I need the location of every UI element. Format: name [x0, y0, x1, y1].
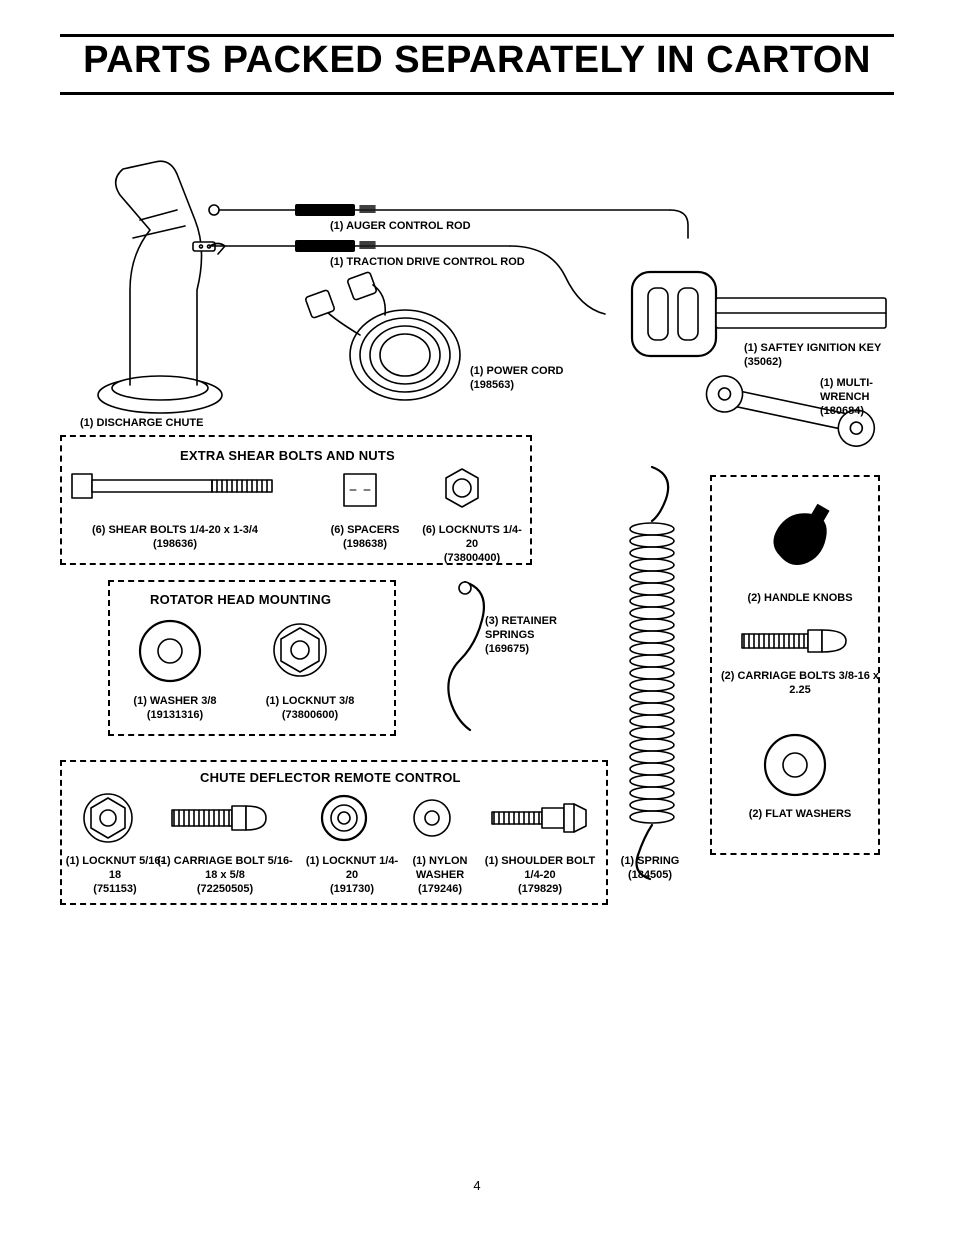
- handle-knob-icon: [760, 500, 840, 580]
- washer38-icon: [135, 616, 205, 686]
- ignition-key-label: (1) SAFTEY IGNITION KEY (35062): [744, 342, 914, 370]
- page-title: PARTS PACKED SEPARATELY IN CARTON: [60, 39, 894, 90]
- locknut516-label: (1) LOCKNUT 5/16-18 (751153): [65, 855, 165, 896]
- carriage38-icon: [740, 622, 850, 660]
- nylon-washer-label: (1) NYLON WASHER (179246): [390, 855, 490, 896]
- spring-icon: [622, 465, 682, 885]
- locknut14b-icon: [318, 792, 370, 844]
- locknut38-label: (1) LOCKNUT 3/8 (73800600): [250, 695, 370, 723]
- spacer-icon: [340, 470, 380, 510]
- spacer-label: (6) SPACERS (198638): [315, 524, 415, 552]
- power-cord-icon: [305, 275, 475, 415]
- carriage516-label: (1) CARRIAGE BOLT 5/16-18 x 5/8 (7225050…: [155, 855, 295, 896]
- multi-wrench-label: (1) MULTI-WRENCH (180684): [820, 377, 910, 418]
- spring-label: (1) SPRING (184505): [600, 855, 700, 883]
- shear-bolt-icon: [72, 468, 282, 508]
- parts-canvas: (1) DISCHARGE CHUTE (1) AUGER CONTROL RO…: [60, 150, 894, 970]
- retainer-spring-icon: [430, 580, 500, 740]
- washer38-label: (1) WASHER 3/8 (19131316): [120, 695, 230, 723]
- locknut14-label: (6) LOCKNUTS 1/4-20 (73800400): [422, 524, 522, 565]
- locknut14b-label: (1) LOCKNUT 1/4-20 (191730): [302, 855, 402, 896]
- discharge-chute-label: (1) DISCHARGE CHUTE: [80, 417, 260, 431]
- retainer-spring-label: (3) RETAINER SPRINGS (169675): [485, 615, 605, 656]
- shoulder-bolt-label: (1) SHOULDER BOLT 1/4-20 (179829): [480, 855, 600, 896]
- carriage516-icon: [170, 800, 270, 836]
- chute-remote-header: CHUTE DEFLECTOR REMOTE CONTROL: [200, 770, 461, 785]
- title-block: PARTS PACKED SEPARATELY IN CARTON: [60, 34, 894, 95]
- traction-rod-label: (1) TRACTION DRIVE CONTROL ROD: [330, 256, 525, 270]
- flat-washer-label: (2) FLAT WASHERS: [725, 808, 875, 822]
- power-cord-label: (1) POWER CORD (198563): [470, 365, 590, 393]
- handle-knob-label: (2) HANDLE KNOBS: [725, 592, 875, 606]
- rotator-header: ROTATOR HEAD MOUNTING: [150, 592, 331, 607]
- shoulder-bolt-icon: [490, 800, 590, 836]
- auger-rod-label: (1) AUGER CONTROL ROD: [330, 220, 471, 234]
- shear-bolt-label: (6) SHEAR BOLTS 1/4-20 x 1-3/4 (198636): [75, 524, 275, 552]
- locknut14-icon: [440, 466, 484, 510]
- shear-header: EXTRA SHEAR BOLTS AND NUTS: [180, 448, 395, 463]
- flat-washer-icon: [760, 730, 830, 800]
- locknut38-icon: [270, 620, 330, 680]
- page-number: 4: [0, 1178, 954, 1193]
- nylon-washer-icon: [410, 796, 454, 840]
- locknut516-icon: [80, 790, 136, 846]
- carriage38-label: (2) CARRIAGE BOLTS 3/8-16 x 2.25: [720, 670, 880, 698]
